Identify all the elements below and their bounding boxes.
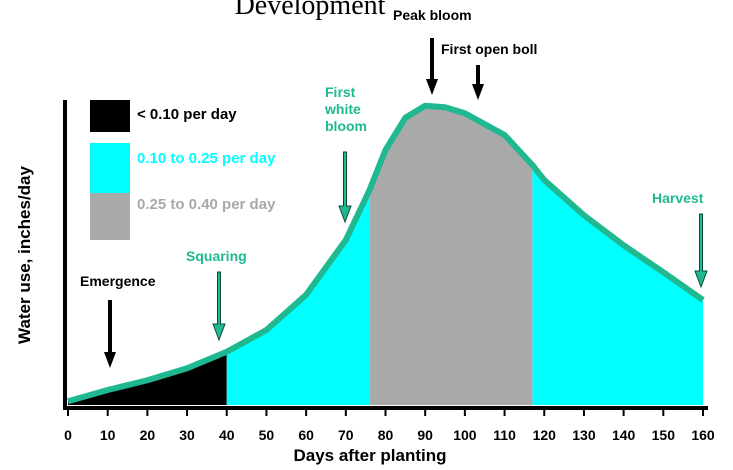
legend-swatch — [90, 100, 130, 132]
annotation-arrow — [426, 38, 438, 95]
annotation-arrow — [212, 271, 226, 342]
x-tick-label: 90 — [417, 427, 433, 443]
legend-label: 0.25 to 0.40 per day — [137, 196, 276, 213]
x-tick-label: 110 — [493, 427, 516, 443]
x-tick-label: 50 — [259, 427, 275, 443]
x-tick-label: 30 — [179, 427, 195, 443]
annotation-label: First open boll — [441, 41, 538, 57]
area-region — [226, 189, 370, 405]
annotation-arrow — [104, 300, 116, 368]
x-tick-label: 0 — [64, 427, 72, 443]
annotation-label: Emergence — [80, 273, 156, 289]
x-tick-label: 120 — [533, 427, 557, 443]
x-tick-label: 140 — [612, 427, 636, 443]
annotation-arrow — [694, 213, 708, 289]
legend-label: 0.10 to 0.25 per day — [137, 150, 276, 167]
x-tick-label: 60 — [298, 427, 314, 443]
area-region — [532, 165, 703, 405]
x-tick-label: 20 — [140, 427, 156, 443]
x-tick-label: 70 — [338, 427, 354, 443]
x-tick-label: 160 — [691, 427, 715, 443]
x-tick-label: 40 — [219, 427, 235, 443]
annotation-arrow — [472, 65, 484, 100]
x-axis-label: Days after planting — [293, 446, 446, 465]
water-use-line — [67, 102, 705, 405]
x-tick-label: 100 — [453, 427, 477, 443]
legend-label: < 0.10 per day — [137, 106, 237, 123]
annotation-label: Squaring — [186, 248, 247, 264]
x-tick-label: 150 — [652, 427, 676, 443]
legend-swatch — [90, 143, 130, 193]
x-tick-label: 10 — [100, 427, 116, 443]
y-axis-label: Water use, inches/day — [15, 165, 34, 343]
area-region — [369, 105, 533, 405]
annotation-label: Harvest — [652, 190, 704, 206]
annotation-label: First white bloom — [325, 84, 367, 134]
annotation-arrow — [338, 151, 352, 224]
chart-title: Development — [235, 0, 386, 21]
x-tick-label: 80 — [378, 427, 394, 443]
annotation-label: Peak bloom — [393, 7, 472, 23]
legend-swatch — [90, 193, 130, 240]
x-tick-label: 130 — [572, 427, 596, 443]
